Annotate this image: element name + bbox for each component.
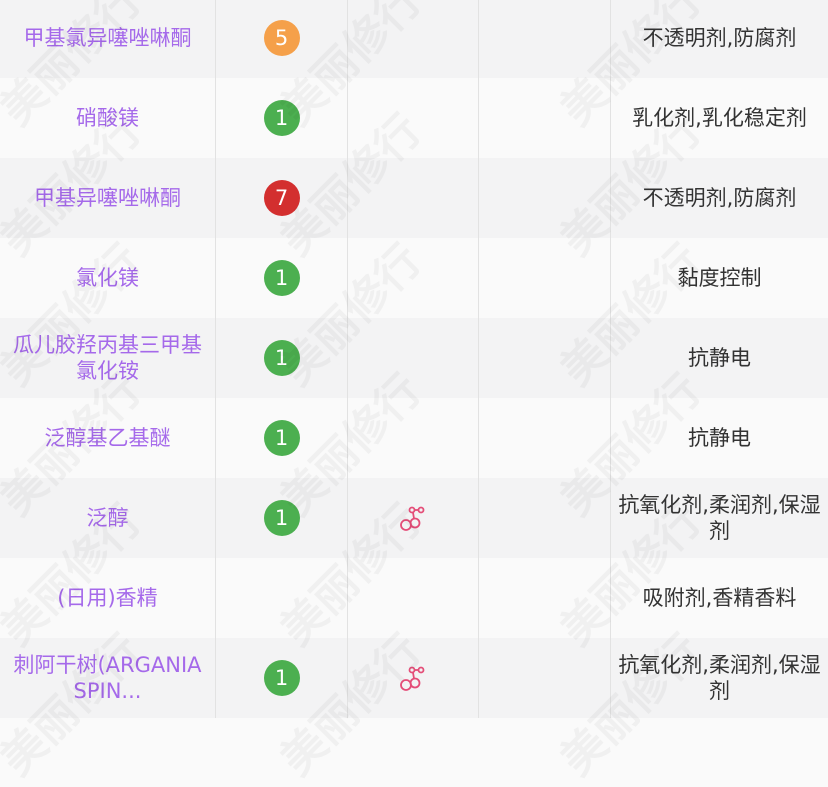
- acne-cell: [478, 558, 610, 638]
- acne-cell: [478, 158, 610, 238]
- safety-score-badge: 7: [263, 180, 300, 216]
- safety-score-cell: 1: [215, 78, 347, 158]
- active-cell: [347, 78, 478, 158]
- ingredient-name[interactable]: 甲基异噻唑啉酮: [34, 186, 181, 210]
- acne-cell: [478, 238, 610, 318]
- safety-score-cell: 1: [215, 318, 347, 398]
- safety-score-cell: 1: [215, 398, 347, 478]
- ingredient-name[interactable]: 氯化镁: [76, 266, 139, 290]
- active-cell: [347, 398, 478, 478]
- safety-score-badge: 1: [263, 660, 300, 696]
- safety-score-badge: 5: [263, 20, 300, 56]
- ingredient-function: 黏度控制: [610, 238, 828, 318]
- ingredient-name[interactable]: 甲基氯异噻唑啉酮: [23, 26, 192, 50]
- acne-cell: [478, 478, 610, 558]
- active-ingredient-icon: [400, 506, 425, 531]
- ingredient-function: 抗氧化剂,柔润剂,保湿剂: [610, 478, 828, 558]
- safety-score-cell: [215, 558, 347, 638]
- ingredient-function: 吸附剂,香精香料: [610, 558, 828, 638]
- table-row[interactable]: 泛醇 1 抗氧化剂,柔润剂,保湿剂: [0, 478, 828, 558]
- safety-score-badge: 1: [263, 260, 300, 296]
- active-cell: [347, 158, 478, 238]
- table-row[interactable]: 硝酸镁 1 乳化剂,乳化稳定剂: [0, 78, 828, 158]
- active-cell: [347, 478, 478, 558]
- safety-score-cell: 1: [215, 638, 347, 718]
- safety-score-cell: 1: [215, 478, 347, 558]
- table-row[interactable]: 氯化镁 1 黏度控制: [0, 238, 828, 318]
- safety-score-badge: 1: [263, 340, 300, 376]
- ingredient-function: 不透明剂,防腐剂: [610, 0, 828, 78]
- safety-score-cell: 5: [215, 0, 347, 78]
- table-row[interactable]: 甲基氯异噻唑啉酮 5 不透明剂,防腐剂: [0, 0, 828, 78]
- active-cell: [347, 638, 478, 718]
- ingredient-name[interactable]: 瓜儿胶羟丙基三甲基氯化铵: [13, 333, 202, 383]
- safety-score-badge: 1: [263, 500, 300, 536]
- table-row[interactable]: (日用)香精 吸附剂,香精香料: [0, 558, 828, 638]
- ingredient-function: 抗氧化剂,柔润剂,保湿剂: [610, 638, 828, 718]
- ingredient-name[interactable]: 刺阿干树(ARGANIA SPIN...: [13, 653, 202, 703]
- safety-score-badge: 1: [263, 420, 300, 456]
- active-cell: [347, 318, 478, 398]
- ingredient-function: 抗静电: [610, 398, 828, 478]
- active-ingredient-icon: [400, 666, 425, 691]
- ingredient-name[interactable]: 硝酸镁: [76, 106, 139, 130]
- ingredient-name[interactable]: 泛醇: [86, 506, 129, 530]
- ingredient-function: 乳化剂,乳化稳定剂: [610, 78, 828, 158]
- acne-cell: [478, 0, 610, 78]
- safety-score-cell: 1: [215, 238, 347, 318]
- acne-cell: [478, 318, 610, 398]
- acne-cell: [478, 398, 610, 478]
- ingredient-function: 不透明剂,防腐剂: [610, 158, 828, 238]
- ingredient-name[interactable]: 泛醇基乙基醚: [44, 426, 171, 450]
- active-cell: [347, 558, 478, 638]
- safety-score-badge: 1: [263, 100, 300, 136]
- active-cell: [347, 238, 478, 318]
- acne-cell: [478, 78, 610, 158]
- table-row[interactable]: 泛醇基乙基醚 1 抗静电: [0, 398, 828, 478]
- ingredient-function: 抗静电: [610, 318, 828, 398]
- table-row[interactable]: 刺阿干树(ARGANIA SPIN... 1 抗氧化剂,柔润剂,保湿剂: [0, 638, 828, 718]
- ingredient-name[interactable]: (日用)香精: [57, 586, 158, 610]
- active-cell: [347, 0, 478, 78]
- table-row[interactable]: 甲基异噻唑啉酮 7 不透明剂,防腐剂: [0, 158, 828, 238]
- acne-cell: [478, 638, 610, 718]
- table-row[interactable]: 瓜儿胶羟丙基三甲基氯化铵 1 抗静电: [0, 318, 828, 398]
- safety-score-cell: 7: [215, 158, 347, 238]
